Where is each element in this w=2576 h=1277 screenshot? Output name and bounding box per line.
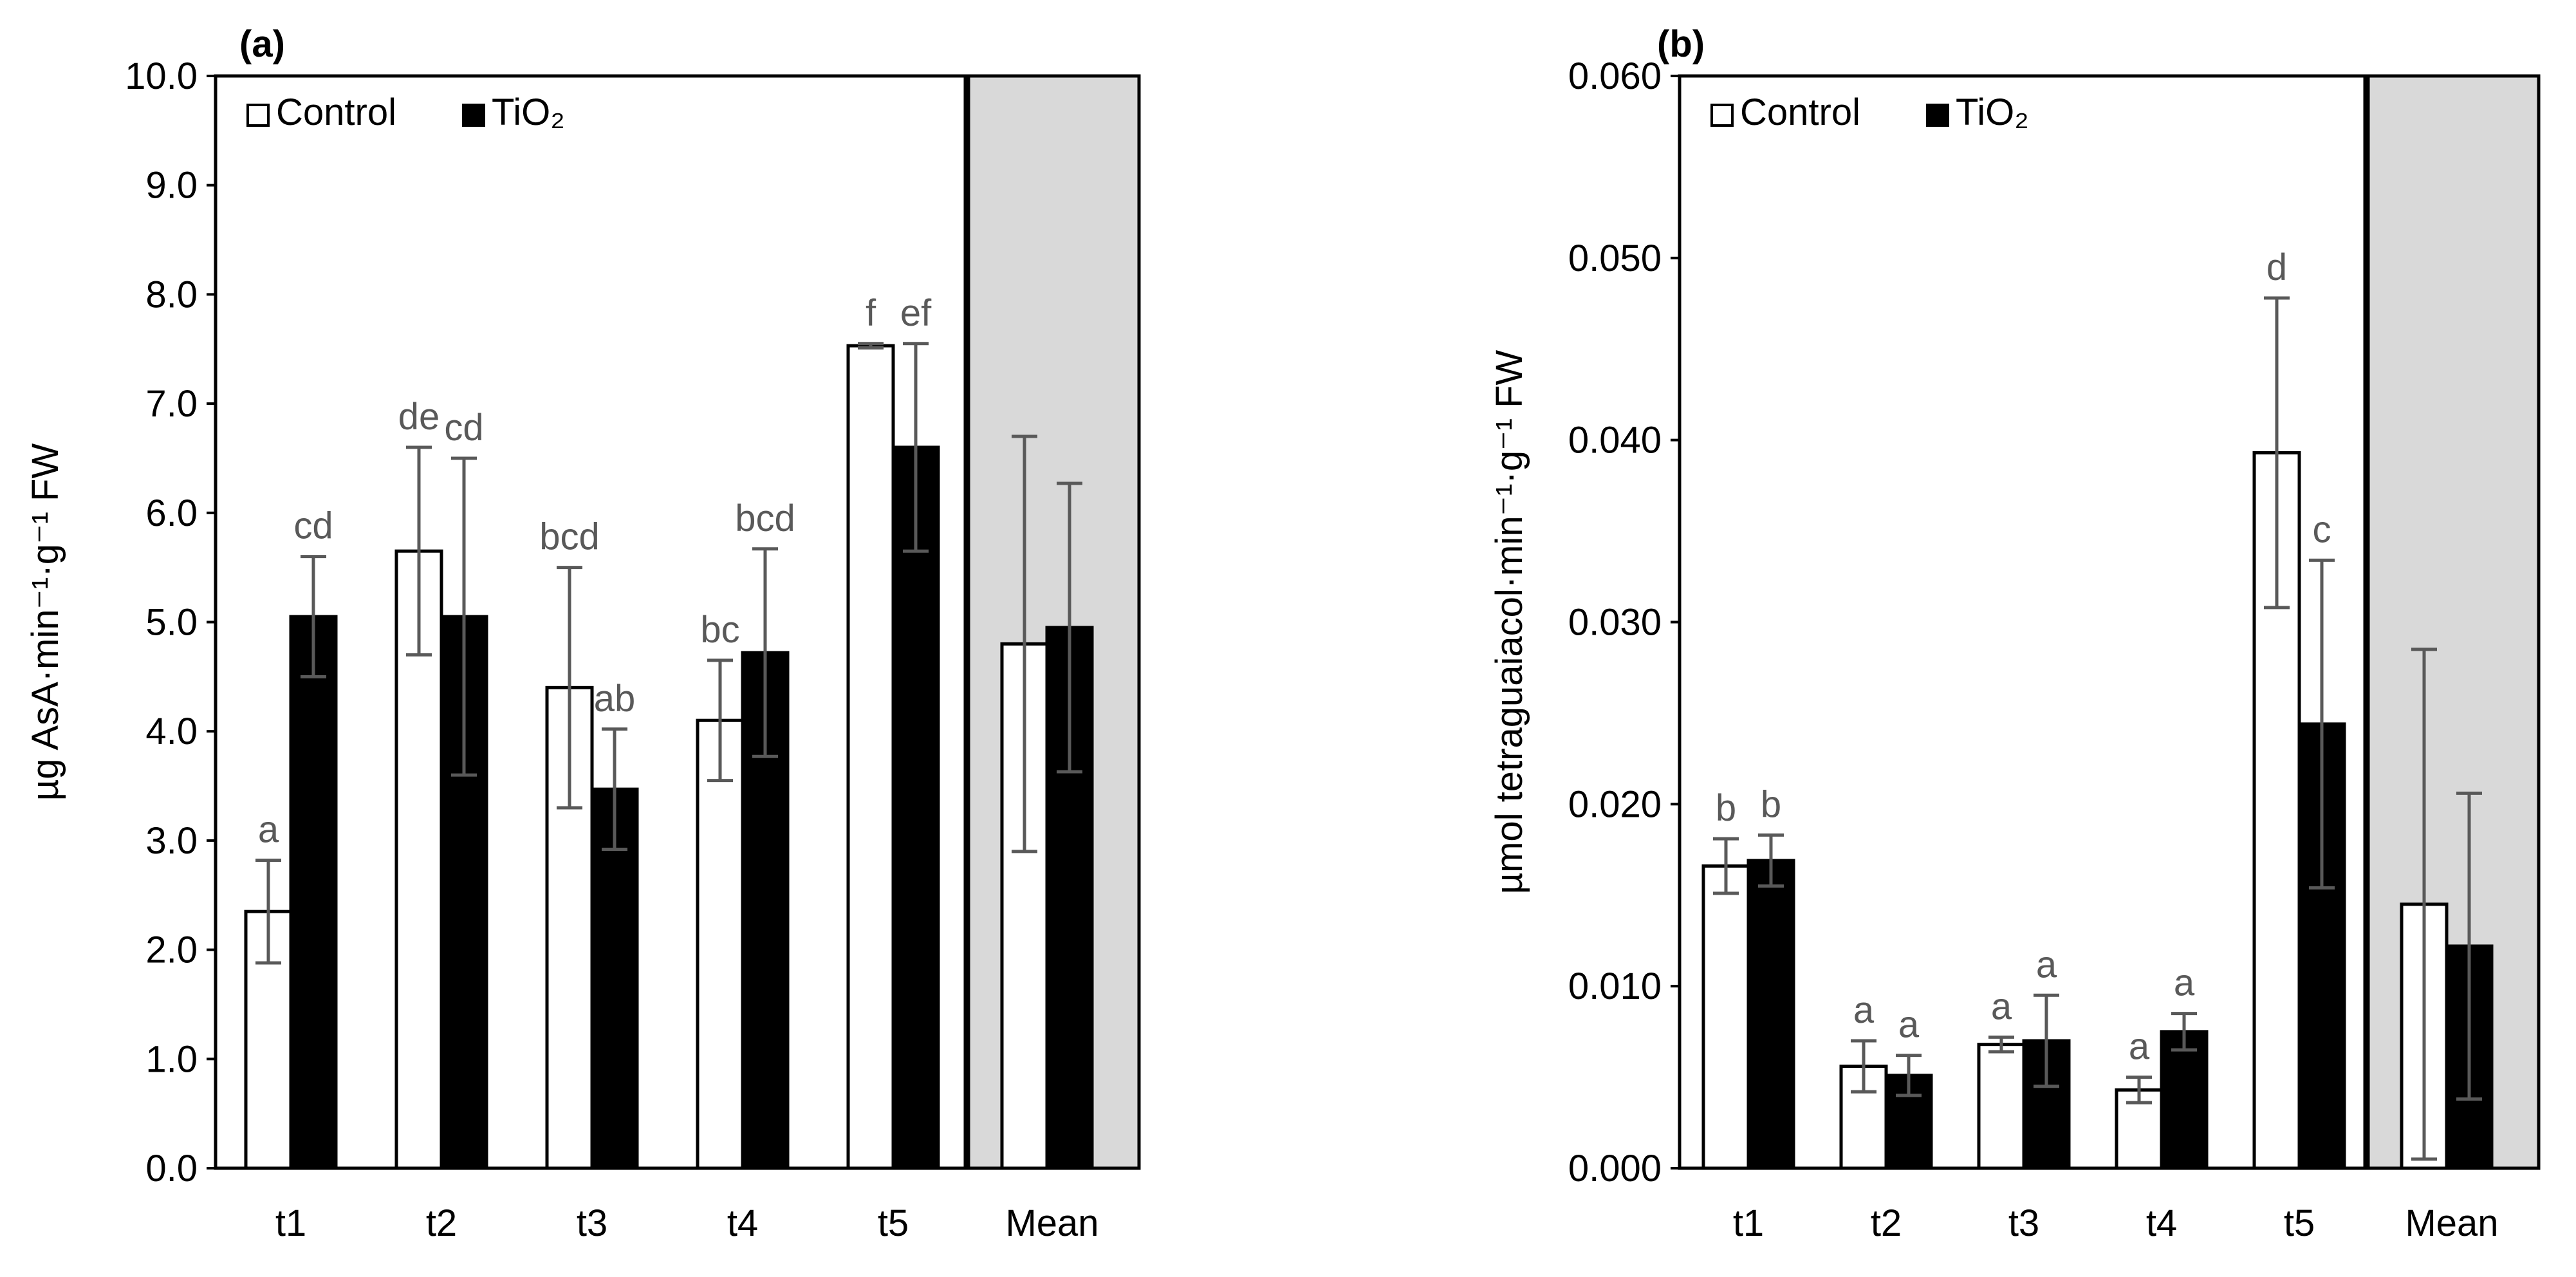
significance-letter: a — [1898, 1004, 1920, 1046]
x-tick-label: t1 — [1733, 1202, 1764, 1244]
panel-label: (a) — [239, 23, 285, 65]
y-tick-label: 0.020 — [1568, 783, 1662, 825]
x-tick-label: t1 — [275, 1202, 306, 1244]
bar-control — [1701, 864, 1750, 1170]
y-axis-label: µmol tetraguaiacol·min⁻¹·g⁻¹ FW — [1488, 350, 1530, 894]
x-tick-label: t3 — [577, 1202, 607, 1244]
bar-tio2 — [2160, 1030, 2209, 1170]
y-tick-label: 5.0 — [145, 602, 198, 644]
significance-letter: c — [2313, 508, 2331, 550]
y-axis-label: µg AsA·min⁻¹·g⁻¹ FW — [24, 443, 66, 801]
y-tick-label: 0.050 — [1568, 238, 1662, 279]
y-tick-label: 8.0 — [145, 274, 198, 315]
legend-label-control: Control — [276, 91, 396, 133]
significance-letter: ef — [900, 292, 932, 334]
y-tick-label: 3.0 — [145, 820, 198, 862]
x-tick-label: t3 — [2008, 1202, 2039, 1244]
x-tick-label-mean: Mean — [1005, 1202, 1098, 1244]
significance-letter: cd — [444, 407, 483, 449]
significance-letter: a — [2174, 962, 2195, 1004]
y-tick-label: 0.010 — [1568, 965, 1662, 1007]
y-tick-label: 0.030 — [1568, 602, 1662, 644]
legend-label-control: Control — [1740, 91, 1860, 133]
y-tick-label: 10.0 — [125, 55, 198, 97]
legend-label-tio2: TiO₂ — [492, 91, 565, 133]
x-tick-label: t4 — [2146, 1202, 2177, 1244]
y-tick-label: 0.000 — [1568, 1148, 1662, 1189]
y-tick-label: 1.0 — [145, 1038, 198, 1080]
chart-panel-b: (b) 0.000 0.010 0.020 0.030 0.040 0.050 0.060 µm… — [1488, 23, 2541, 1244]
y-tick-label: 6.0 — [145, 492, 198, 534]
significance-letter: b — [1761, 783, 1781, 825]
chart-panel-a: (a) 0.0 1.0 2.0 3.0 4.0 5.0 6.0 7.0 8.0 9.0 10.0 µg … — [24, 23, 1141, 1244]
significance-letter: bcd — [539, 516, 600, 558]
significance-letter: de — [398, 396, 440, 438]
x-tick-label: t4 — [727, 1202, 758, 1244]
legend-swatch-control — [1710, 104, 1734, 127]
y-tick-label: 0.0 — [145, 1148, 198, 1189]
significance-letter: b — [1716, 787, 1736, 829]
y-tick-label: 7.0 — [145, 383, 198, 425]
y-tick-label: 9.0 — [145, 165, 198, 207]
y-tick-label: 4.0 — [145, 711, 198, 752]
significance-letter: ab — [594, 678, 636, 720]
bar-tio2 — [1747, 859, 1795, 1170]
significance-letter: a — [2036, 944, 2057, 985]
bar-control — [696, 718, 745, 1170]
x-tick-label: t2 — [426, 1202, 457, 1244]
significance-letter: d — [2266, 247, 2287, 288]
bar-tio2 — [289, 615, 338, 1170]
y-tick-label: 2.0 — [145, 929, 198, 971]
significance-letter: bcd — [735, 498, 795, 539]
x-tick-label: t5 — [878, 1202, 909, 1244]
significance-letter: cd — [293, 505, 333, 547]
panel-label: (b) — [1657, 23, 1705, 65]
bar-control — [1977, 1043, 2026, 1170]
x-tick-label-mean: Mean — [2405, 1202, 2498, 1244]
bar-tio2 — [891, 445, 940, 1170]
significance-letter: a — [1991, 985, 2012, 1027]
significance-letter: bc — [700, 609, 739, 651]
legend-label-tio2: TiO₂ — [1956, 91, 2029, 133]
x-tick-label: t5 — [2284, 1202, 2315, 1244]
significance-letter: f — [866, 292, 876, 334]
x-tick-label: t2 — [1871, 1202, 1902, 1244]
y-tick-label: 0.060 — [1568, 55, 1662, 97]
significance-letter: a — [258, 808, 279, 850]
legend-swatch-control — [246, 104, 270, 127]
legend-swatch-tio2 — [462, 104, 485, 127]
significance-letter: a — [2129, 1026, 2150, 1068]
y-tick-label: 0.040 — [1568, 420, 1662, 461]
legend-swatch-tio2 — [1926, 104, 1949, 127]
bar-control — [846, 344, 895, 1170]
significance-letter: a — [1853, 989, 1875, 1031]
bar-tio2 — [590, 787, 639, 1170]
